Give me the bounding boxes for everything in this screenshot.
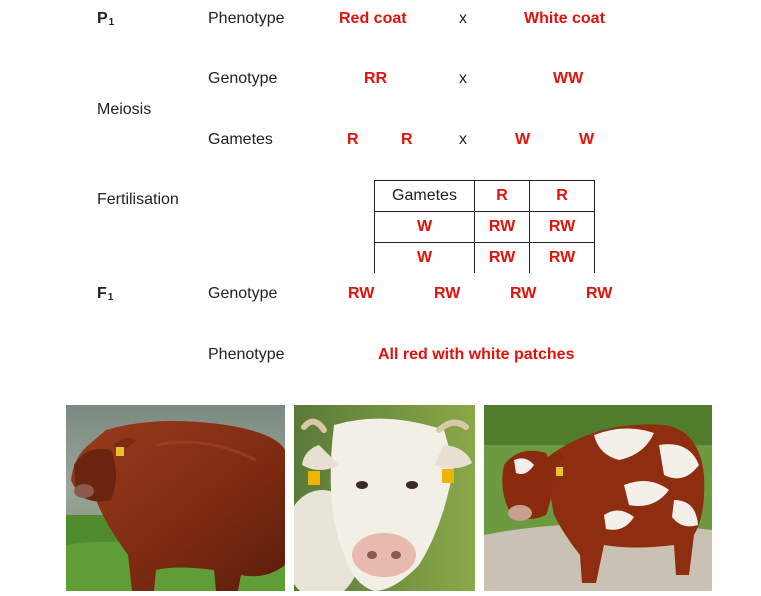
punnett-header-allele-2: R (529, 180, 595, 212)
gamete-1: R (347, 131, 359, 148)
cross-symbol-genotype: x (459, 70, 467, 87)
punnett-cell: RW (529, 211, 595, 243)
f1-genotype-1: RW (348, 285, 375, 302)
f1-genotype-3: RW (510, 285, 537, 302)
f1-label: F1 (97, 285, 114, 303)
gamete-2: R (401, 131, 413, 148)
red-white-patched-cow-photo (484, 405, 712, 591)
parent2-phenotype: White coat (524, 10, 605, 27)
white-cow-photo (294, 405, 475, 591)
meiosis-label: Meiosis (97, 101, 152, 118)
parent1-genotype: RR (364, 70, 388, 87)
f1-genotype-4: RW (586, 285, 613, 302)
punnett-header-row: Gametes R R (374, 180, 595, 212)
punnett-row-gamete: W (374, 242, 475, 273)
f1-phenotype: All red with white patches (378, 346, 575, 363)
fertilisation-label: Fertilisation (97, 191, 179, 208)
genotype-label-p1: Genotype (208, 70, 278, 87)
punnett-square: Gametes R R W RW RW W RW RW (374, 180, 595, 273)
punnett-cell: RW (474, 242, 530, 273)
punnett-row-gamete: W (374, 211, 475, 243)
punnett-row: W RW RW (374, 211, 595, 243)
punnett-header-gametes: Gametes (374, 180, 475, 212)
gametes-label: Gametes (208, 131, 273, 148)
parent1-phenotype: Red coat (339, 10, 407, 27)
punnett-row: W RW RW (374, 242, 595, 273)
gamete-4: W (579, 131, 595, 148)
parent2-genotype: WW (553, 70, 584, 87)
cross-symbol-phenotype: x (459, 10, 467, 27)
phenotype-label-f1: Phenotype (208, 346, 285, 363)
punnett-cell: RW (548, 249, 576, 266)
gamete-3: W (515, 131, 531, 148)
genotype-label-f1: Genotype (208, 285, 278, 302)
punnett-header-allele-1: R (474, 180, 530, 212)
punnett-cell: RW (474, 211, 530, 243)
phenotype-label-p1: Phenotype (208, 10, 285, 27)
red-bull-photo (66, 405, 285, 591)
cross-symbol-gametes: x (459, 131, 467, 148)
p1-label: P1 (97, 10, 115, 28)
f1-genotype-2: RW (434, 285, 461, 302)
